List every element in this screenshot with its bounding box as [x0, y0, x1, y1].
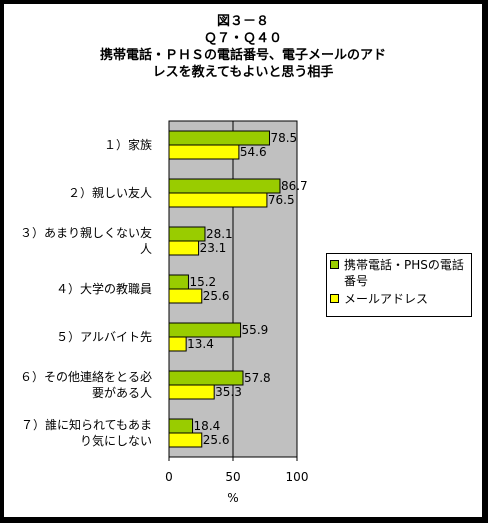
legend-item-email: メールアドレス: [330, 291, 468, 307]
chart-title-line-1: 図３－８: [216, 14, 269, 29]
bar-email-6: [168, 384, 215, 400]
x-tick-label-100: 100: [285, 470, 309, 484]
bar-email-5: [168, 336, 187, 352]
category-label-6: ６）その他連絡をとる必 要がある人: [19, 370, 152, 400]
category-label-4: ４）大学の教職員: [55, 282, 152, 296]
data-label-phone-2: 86.7: [281, 179, 308, 193]
data-label-phone-6: 57.8: [244, 371, 271, 385]
x-tick-label-0: 0: [165, 470, 173, 484]
category-label-1: １）家族: [103, 138, 152, 152]
bar-email-2: [168, 192, 268, 208]
plot-area: 78.554.686.776.528.123.115.225.655.913.4…: [168, 120, 308, 461]
bar-phone-3: [168, 226, 206, 242]
data-label-email-6: 35.3: [215, 385, 242, 399]
category-label-7: ７）誰に知られてもあま り気にしない: [20, 418, 152, 448]
bar-email-7: [168, 432, 203, 448]
legend-swatch-phone: [330, 260, 339, 269]
bar-phone-2: [168, 178, 281, 194]
data-label-phone-7: 18.4: [194, 419, 221, 433]
bar-email-3: [168, 240, 200, 256]
bar-phone-1: [168, 130, 270, 146]
chart-title-line-4: レスを教えてもよいと思う相手: [152, 65, 334, 80]
legend-item-phone: 携帯電話・PHSの電話番号: [330, 257, 468, 289]
legend-label-phone: 携帯電話・PHSの電話番号: [344, 258, 464, 288]
legend-label-email: メールアドレス: [344, 292, 429, 306]
category-label-5: ５）アルバイト先: [56, 330, 152, 344]
data-label-email-2: 76.5: [268, 193, 295, 207]
bar-phone-6: [168, 370, 244, 386]
bar-email-1: [168, 144, 240, 160]
data-label-phone-1: 78.5: [270, 131, 297, 145]
category-label-2: ２）親しい友人: [67, 186, 152, 200]
data-label-email-1: 54.6: [240, 145, 267, 159]
bar-phone-7: [168, 418, 194, 434]
data-label-phone-3: 28.1: [206, 227, 233, 241]
category-label-3: ３）あまり親しくない友 人: [19, 226, 152, 256]
data-label-phone-4: 15.2: [189, 275, 216, 289]
chart-title-line-2: Ｑ７・Ｑ４０: [203, 31, 282, 46]
legend-swatch-email: [330, 294, 339, 303]
legend: 携帯電話・PHSの電話番号 メールアドレス: [326, 253, 472, 317]
data-label-email-4: 25.6: [203, 289, 230, 303]
data-label-email-3: 23.1: [200, 241, 227, 255]
data-label-email-7: 25.6: [203, 433, 230, 447]
bar-email-4: [168, 288, 203, 304]
chart-title-line-3: 携帯電話・ＰＨＳの電話番号、電子メールのアド: [99, 48, 386, 63]
bar-phone-4: [168, 274, 189, 290]
x-axis-unit-label: %: [227, 491, 239, 505]
x-tick-label-50: 50: [225, 470, 241, 484]
bar-phone-5: [168, 322, 242, 338]
chart-figure: 図３－８ Ｑ７・Ｑ４０ 携帯電話・ＰＨＳの電話番号、電子メールのアド レスを教え…: [4, 4, 482, 517]
data-label-phone-5: 55.9: [242, 323, 269, 337]
data-label-email-5: 13.4: [187, 337, 214, 351]
